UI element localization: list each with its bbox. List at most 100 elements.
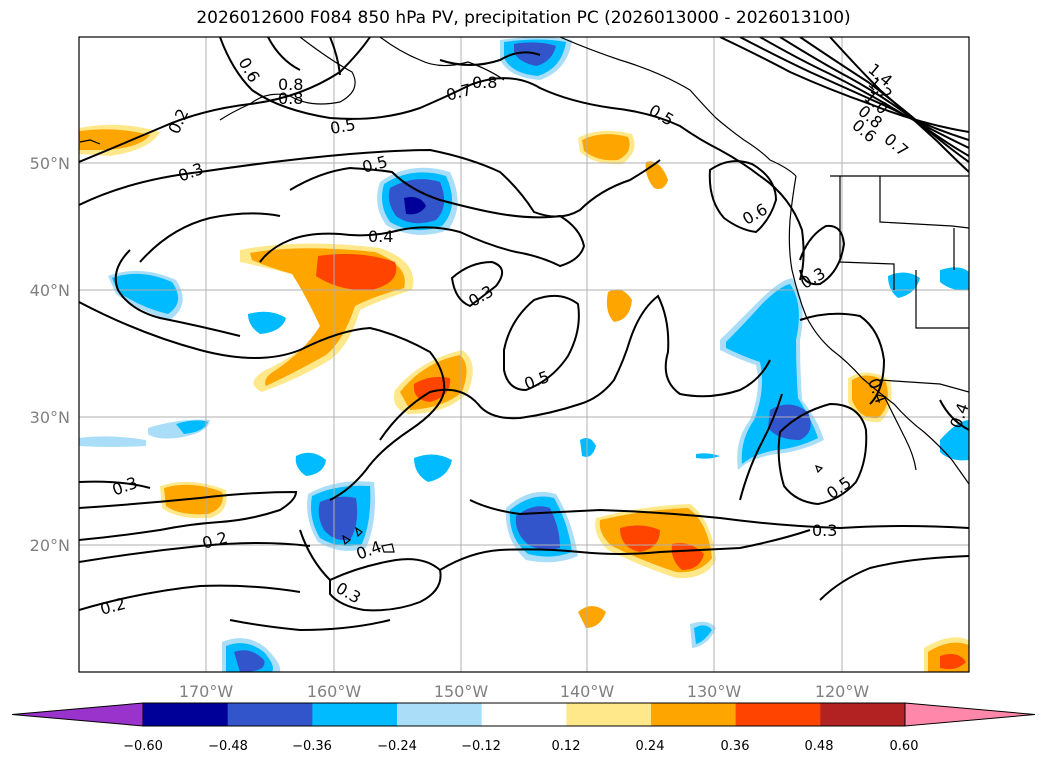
colorbar-tick-label: −0.36 [292, 739, 332, 754]
contour-label: 0.2 [200, 528, 230, 553]
lon-tick-label: 150°W [434, 682, 489, 701]
colorbar-segment [227, 703, 313, 726]
contour-label: 0.3 [812, 521, 837, 540]
colorbar-extend-min [11, 702, 144, 727]
precip-positive-region [316, 254, 397, 291]
colorbar: −0.60 −0.48 −0.36 −0.24 −0.12 0.12 0.24 … [11, 702, 1036, 754]
precip-negative-region [404, 197, 426, 215]
pv-contour [229, 619, 391, 632]
pv-contour [79, 148, 661, 218]
lon-tick-label: 130°W [687, 682, 742, 701]
pv-contour [267, 37, 301, 71]
precip-positive-region [79, 129, 150, 150]
contour-label: 0.5 [329, 115, 357, 138]
pv-contour [739, 37, 969, 141]
pv-contour [329, 558, 442, 612]
precip-positive-region [582, 134, 630, 161]
pv-contour [503, 294, 580, 392]
precip-positive-region [940, 654, 966, 670]
precip-negative-region [580, 438, 596, 457]
state-border [879, 176, 969, 229]
colorbar-tick-label: 0.48 [805, 739, 834, 754]
graticule [79, 37, 969, 672]
pv-contour [79, 301, 446, 501]
pv-contour [79, 480, 151, 489]
pv-contour [439, 51, 541, 66]
precip-negative-region [112, 273, 179, 314]
canada-coastline [559, 37, 797, 177]
alaska-coastline [379, 37, 505, 81]
precip-negative-region [694, 625, 712, 644]
pv-contour [759, 175, 805, 281]
colorbar-segment [566, 703, 652, 726]
pv-contour [114, 249, 241, 337]
contour-label: 0.8 [278, 89, 303, 108]
pv-contour [708, 160, 778, 234]
precip-negative-region [940, 267, 969, 291]
contour-label: 0.3 [110, 473, 140, 500]
precip-negative-region [515, 506, 560, 550]
contour-label: 0.6 [235, 54, 264, 86]
colorbar-segment [481, 703, 567, 726]
precip-negative-region [318, 496, 358, 541]
pv-contour [779, 37, 969, 157]
west-coast-us [788, 175, 969, 485]
longitude-labels: 170°W 160°W 150°W 140°W 130°W 120°W [179, 682, 870, 701]
colorbar-tick-label: −0.12 [461, 739, 501, 754]
colorbar-tick-label: 0.24 [636, 739, 665, 754]
contour-label: 0.3 [333, 578, 365, 607]
contour-label: 0.2 [98, 594, 128, 619]
island-coastline [355, 526, 363, 538]
pv-contour [829, 37, 969, 173]
colorbar-segment [312, 703, 398, 726]
precip-positive-region [606, 289, 632, 322]
precip-negative-region [79, 436, 146, 447]
lon-tick-label: 160°W [307, 682, 362, 701]
colorbar-tick-label: −0.24 [377, 739, 417, 754]
precip-positive-region [645, 161, 668, 189]
pv-contour [299, 529, 331, 581]
pv-contour [819, 555, 969, 601]
lat-tick-label: 20°N [30, 536, 70, 555]
contour-label: 0.2 [164, 106, 192, 137]
colorbar-tick-label: −0.48 [208, 739, 248, 754]
contour-label: 0.6 [739, 199, 771, 228]
precip-negative-region [940, 420, 969, 461]
colorbar-segments [11, 702, 1036, 727]
pv-contour [329, 37, 341, 76]
island-coastline [342, 534, 352, 546]
pv-contour [759, 37, 969, 149]
pv-contour [469, 499, 969, 530]
pv-contour [939, 399, 969, 431]
precip-negative-region [696, 453, 720, 459]
precip-negative-region [768, 404, 811, 440]
colorbar-tick-label: 0.12 [552, 739, 581, 754]
island-coastline [381, 543, 395, 553]
precip-shading [79, 37, 969, 672]
precip-negative-region [888, 272, 920, 298]
colorbar-extend-max [904, 702, 1036, 727]
island-coastline [815, 465, 824, 474]
colorbar-tick-label: 0.60 [890, 739, 919, 754]
us-mexico-border [879, 379, 969, 393]
pv-contour [777, 402, 868, 506]
latitude-labels: 50°N 40°N 30°N 20°N [30, 154, 70, 555]
precip-negative-region [414, 454, 452, 482]
coastlines [79, 37, 969, 553]
contour-label: 0.8 [472, 73, 497, 92]
pv-contours [79, 37, 969, 632]
precip-negative-region [176, 420, 208, 434]
contour-label: 0.7 [444, 80, 474, 105]
contour-label: 0.8 [278, 75, 303, 94]
contour-label: 0.5 [823, 473, 855, 503]
pv-contour [79, 542, 311, 563]
contour-label: 0.5 [522, 367, 552, 394]
precip-negative-region [234, 650, 265, 672]
precip-positive-region [852, 375, 888, 419]
colorbar-segment [143, 703, 229, 726]
baja-coastline [883, 395, 917, 471]
lon-tick-label: 170°W [179, 682, 234, 701]
colorbar-segment [397, 703, 483, 726]
map-frame [78, 36, 970, 673]
